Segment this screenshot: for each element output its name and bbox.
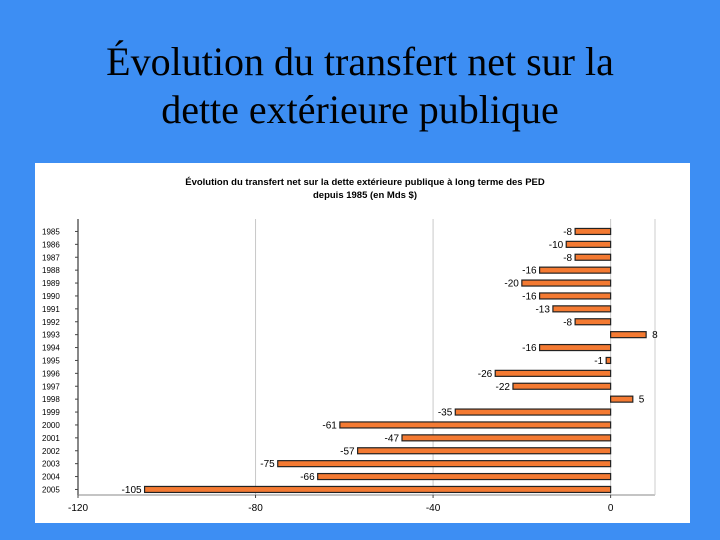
bar-2004 [317, 472, 612, 481]
bar-chart: Évolution du transfert net sur la dette … [42, 177, 658, 514]
data-label-2005: -105 [122, 485, 142, 496]
x-tick-label-3: 0 [608, 503, 614, 514]
y-tick-label-1995: 1995 [42, 356, 60, 365]
bar-1994 [539, 343, 612, 352]
bar-1991 [552, 305, 612, 313]
bar-1990 [539, 292, 612, 300]
x-tick-label-1: -80 [248, 503, 263, 514]
data-label-2001: -47 [385, 433, 400, 444]
data-label-1993: 8 [652, 330, 658, 341]
y-tick-label-2001: 2001 [42, 434, 60, 443]
chart-title-line-2: depuis 1985 (en Mds $) [313, 190, 417, 201]
data-label-2003: -75 [260, 459, 275, 470]
data-label-2000: -61 [322, 420, 337, 431]
bar-1999 [454, 408, 612, 416]
data-label-1998: 5 [639, 395, 645, 406]
bar-2001 [401, 434, 612, 442]
slide-title-line-2: dette extérieure publique [161, 87, 559, 132]
y-tick-label-1991: 1991 [42, 305, 60, 314]
data-label-1985: -8 [563, 227, 572, 238]
bar-1986 [565, 240, 612, 248]
bar-1985 [574, 227, 612, 236]
y-tick-label-1986: 1986 [42, 240, 60, 249]
bar-1998 [610, 395, 634, 403]
y-tick-label-2005: 2005 [42, 485, 60, 494]
slide-title-line-1: Évolution du transfert net sur la [106, 39, 614, 84]
y-tick-label-1989: 1989 [42, 279, 60, 288]
data-label-1987: -8 [563, 253, 572, 264]
y-tick-label-1994: 1994 [42, 344, 60, 353]
y-tick-label-1997: 1997 [42, 382, 60, 391]
y-tick-label-2000: 2000 [42, 421, 60, 430]
chart-title-line-1: Évolution du transfert net sur la dette … [185, 177, 545, 188]
data-label-1999: -35 [438, 408, 453, 419]
bar-1988 [539, 266, 612, 274]
data-label-1991: -13 [535, 304, 550, 315]
y-tick-label-1993: 1993 [42, 331, 60, 340]
chart-frame: Évolution du transfert net sur la dette … [35, 163, 690, 523]
y-tick-label-2004: 2004 [42, 473, 60, 482]
y-tick-label-2002: 2002 [42, 447, 60, 456]
data-label-2002: -57 [340, 446, 355, 457]
data-label-2004: -66 [300, 472, 315, 483]
y-tick-label-1998: 1998 [42, 395, 60, 404]
y-tick-label-2003: 2003 [42, 460, 60, 469]
bar-1993 [610, 331, 647, 339]
y-tick-label-1992: 1992 [42, 318, 60, 327]
data-label-1986: -10 [549, 240, 564, 251]
bar-1987 [574, 253, 612, 261]
x-tick-label-2: -40 [426, 503, 441, 514]
data-label-1997: -22 [496, 382, 511, 393]
x-tick-label-0: -120 [68, 503, 88, 514]
bar-2005 [143, 485, 612, 494]
bar-2002 [357, 447, 612, 455]
data-label-1992: -8 [563, 317, 572, 328]
data-label-1990: -16 [522, 291, 537, 302]
data-label-1994: -16 [522, 343, 537, 354]
data-label-1995: -1 [594, 356, 603, 367]
bar-1995 [605, 356, 612, 365]
y-tick-label-1996: 1996 [42, 369, 60, 378]
y-tick-label-1999: 1999 [42, 408, 60, 417]
bar-1996 [494, 369, 612, 377]
y-tick-label-1987: 1987 [42, 253, 60, 262]
slide-title: Évolution du transfert net sur la dette … [0, 38, 720, 134]
bar-1989 [521, 279, 612, 287]
bar-1997 [512, 382, 612, 390]
data-label-1996: -26 [478, 369, 493, 380]
bar-2003 [277, 460, 612, 468]
y-tick-label-1988: 1988 [42, 266, 60, 275]
y-tick-label-1990: 1990 [42, 292, 60, 301]
bar-1992 [574, 318, 612, 326]
y-tick-label-1985: 1985 [42, 227, 60, 236]
bar-2000 [339, 421, 612, 429]
data-label-1989: -20 [504, 279, 519, 290]
data-label-1988: -16 [522, 266, 537, 277]
